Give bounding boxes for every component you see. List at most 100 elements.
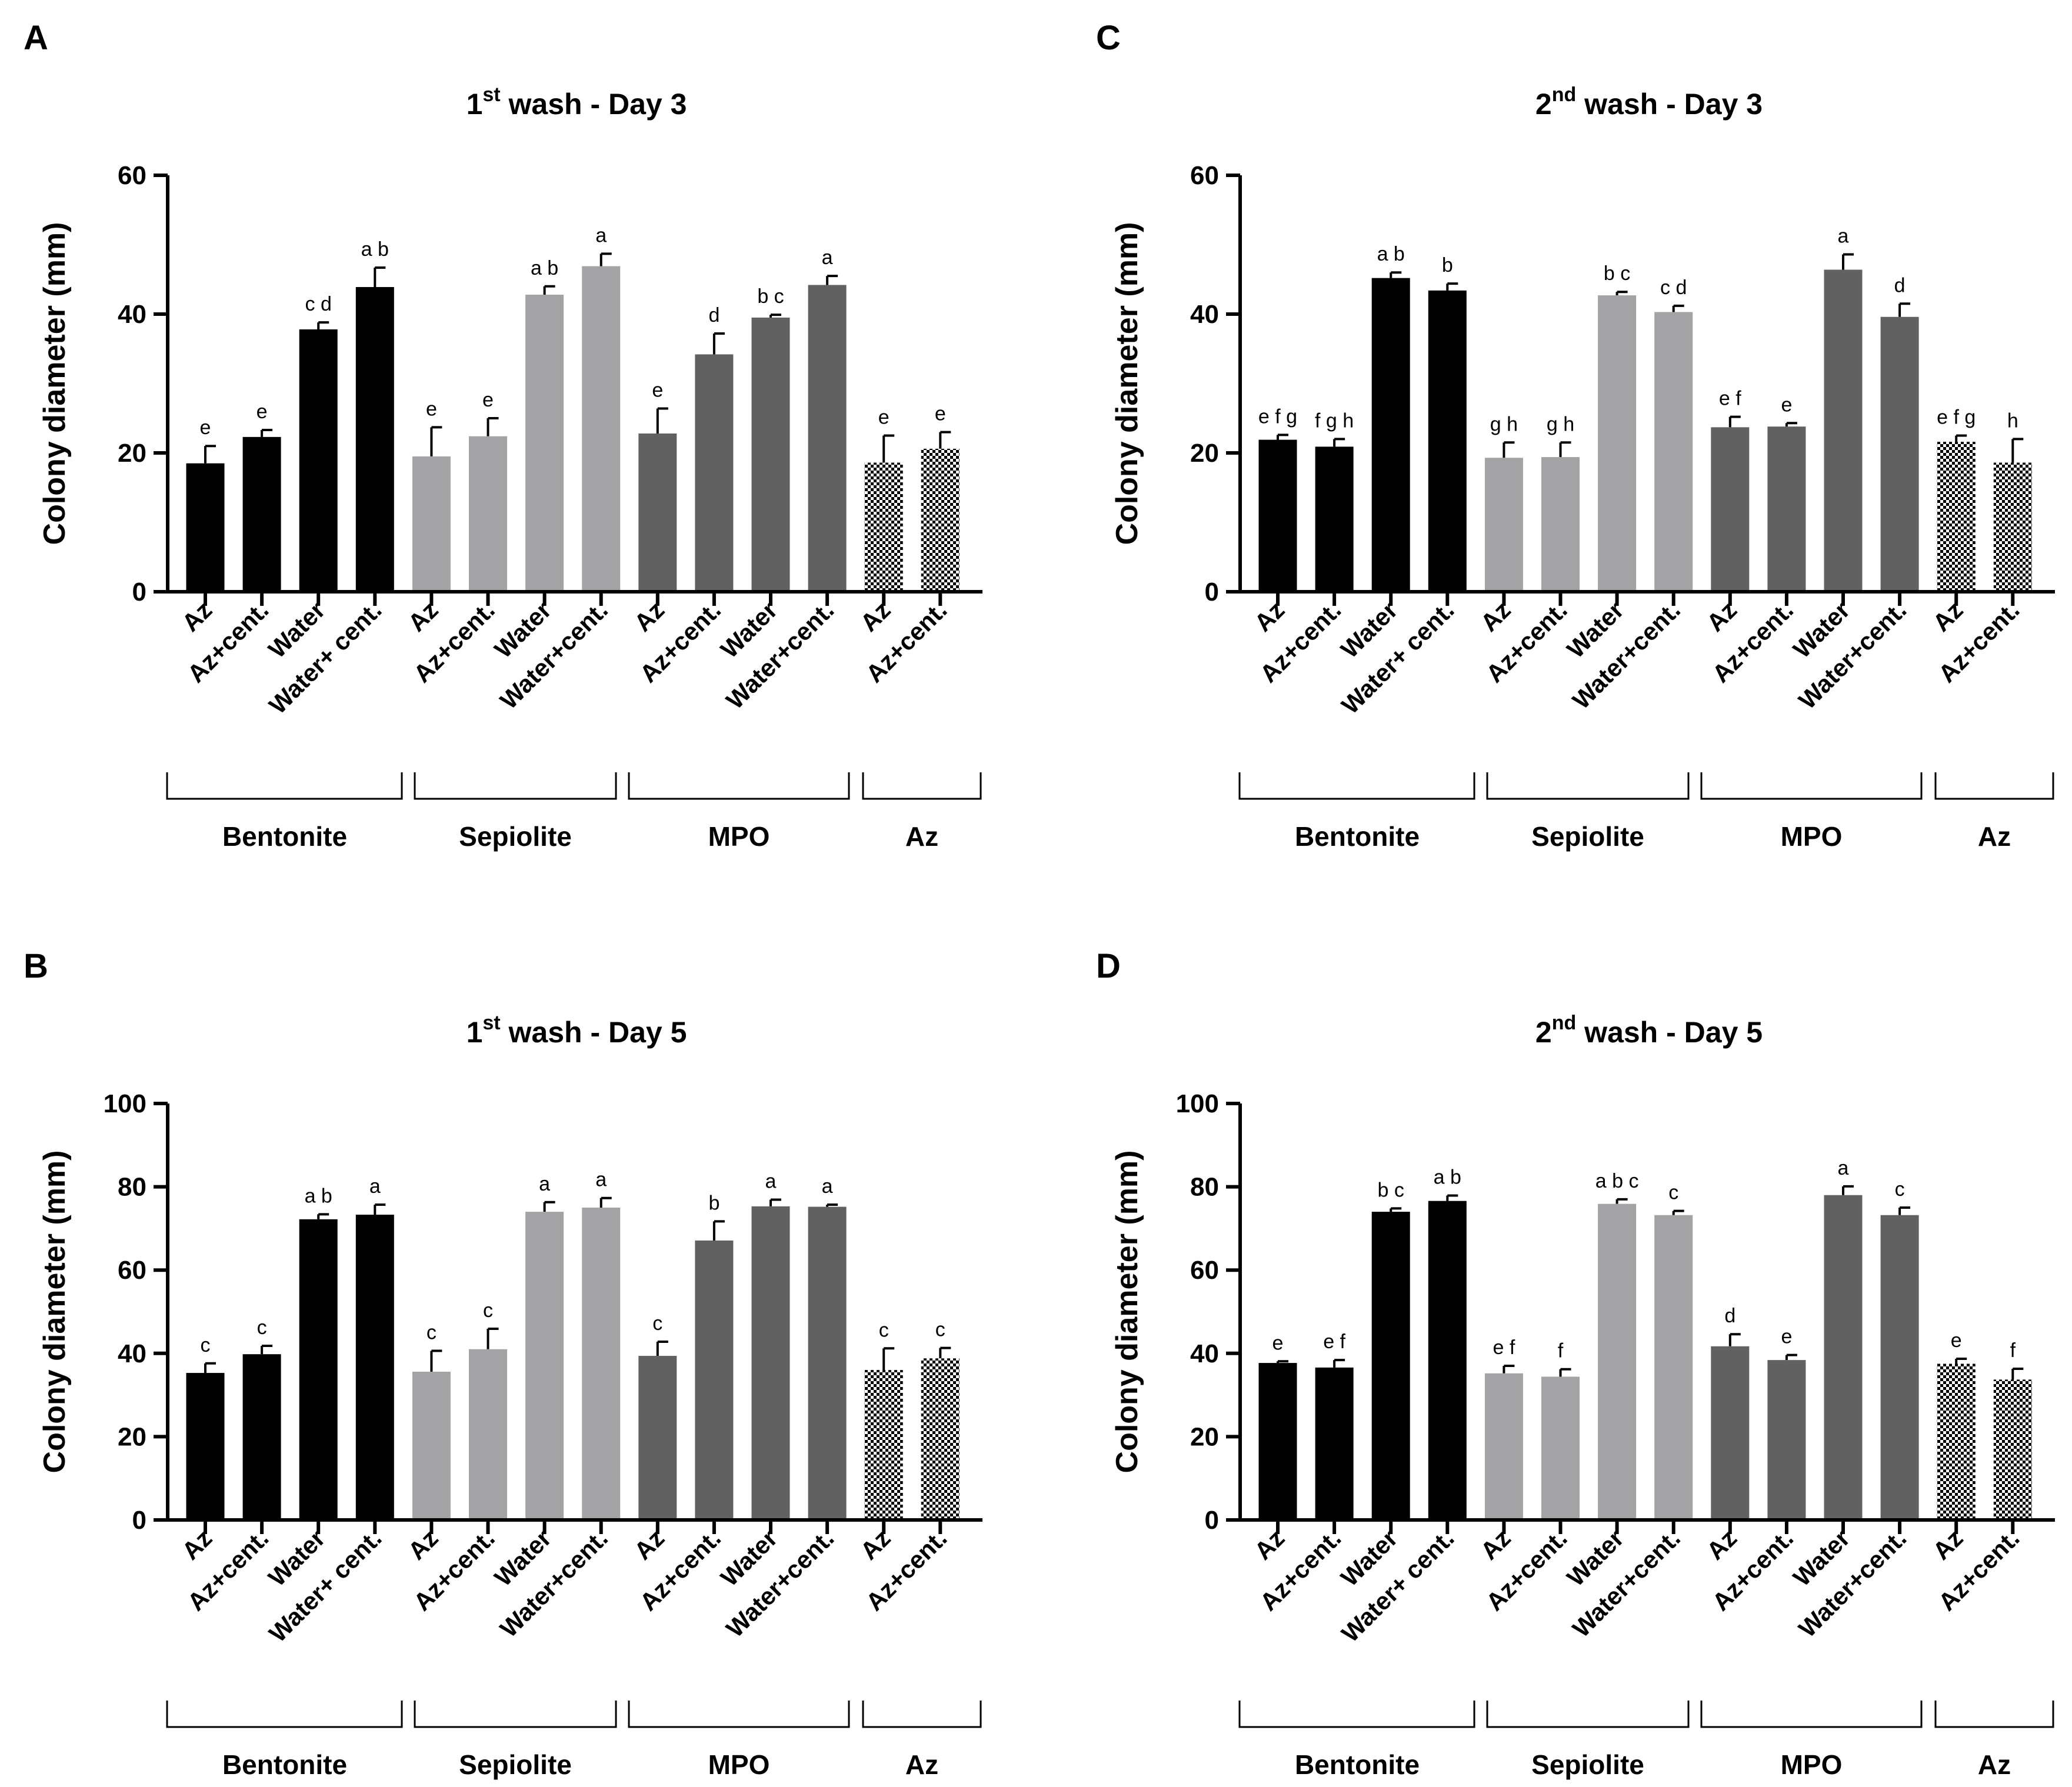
group-label: Az <box>1978 821 2011 852</box>
significance-label: c <box>652 1312 662 1335</box>
significance-label: a <box>765 1171 777 1193</box>
significance-label: f <box>1558 1340 1564 1362</box>
bar <box>751 317 790 592</box>
significance-label: f g h <box>1315 409 1354 432</box>
significance-label: a b <box>1377 243 1405 265</box>
chart-title-rest: wash - Day 5 <box>501 1016 687 1049</box>
bar <box>1258 1363 1297 1520</box>
significance-label: e <box>200 416 211 439</box>
bar <box>808 1206 847 1520</box>
bar <box>864 1370 903 1520</box>
group-label: MPO <box>1781 821 1843 852</box>
chart-panel-b: B 1st wash - Day 5 Colony diameter (mm) 0 20… <box>24 947 982 1780</box>
chart-title: 1st wash - Day 3 <box>467 84 687 121</box>
y-tick-label: 0 <box>132 1506 146 1535</box>
bar <box>808 285 847 592</box>
significance-label: c <box>201 1334 211 1356</box>
significance-label: b c <box>1604 262 1630 285</box>
group-bracket <box>414 772 617 800</box>
group-bracket <box>414 1701 617 1728</box>
group-bracket <box>1700 1701 1923 1728</box>
significance-label: e f <box>1719 388 1741 410</box>
significance-label: e <box>426 398 437 420</box>
x-tick-label: Az <box>176 596 218 637</box>
bar <box>1484 1373 1523 1520</box>
group-bracket <box>628 1701 850 1728</box>
bar <box>469 1349 507 1520</box>
bar <box>1880 1215 1919 1520</box>
bar <box>1371 278 1410 592</box>
bar <box>1258 439 1297 592</box>
chart-panel-d: D 2nd wash - Day 5 Colony diameter (mm) 0 20… <box>1096 947 2055 1780</box>
significance-label: h <box>2007 409 2018 432</box>
x-tick-label: Az <box>1927 1524 1968 1565</box>
significance-label: e <box>935 403 946 425</box>
group-bracket <box>1700 772 1923 800</box>
significance-label: a <box>595 1169 607 1191</box>
y-tick-label: 80 <box>1190 1173 1219 1202</box>
x-tick-label: Az <box>855 596 896 637</box>
significance-label: b <box>708 1192 719 1214</box>
significance-label: c <box>483 1299 493 1322</box>
bar <box>1484 458 1523 592</box>
bar <box>299 1219 338 1520</box>
x-tick-label: Az <box>1475 1524 1516 1565</box>
group-bracket <box>862 772 982 800</box>
significance-label: c <box>1668 1182 1678 1204</box>
bar <box>638 1356 677 1520</box>
bar <box>299 329 338 592</box>
chart-panel-a: A 1st wash - Day 3 Colony diameter (mm) 0 20… <box>24 19 982 852</box>
x-tick-label: Az <box>1475 596 1516 637</box>
group-bracket <box>166 772 403 800</box>
significance-label: e f g <box>1937 406 1976 429</box>
significance-label: a <box>1838 1157 1849 1179</box>
panel-letter: B <box>24 947 48 985</box>
bar <box>1993 462 2032 592</box>
bar <box>525 1212 564 1520</box>
x-tick-label: Az <box>1249 596 1290 637</box>
significance-label: e <box>1781 394 1792 416</box>
bar <box>864 462 903 592</box>
y-tick-label: 40 <box>1190 1339 1219 1368</box>
bar <box>355 286 394 592</box>
bar <box>695 354 734 592</box>
y-tick-label: 20 <box>118 439 146 468</box>
x-tick-label: Az <box>176 1524 218 1565</box>
bar <box>1711 1346 1750 1520</box>
x-tick-label: Az <box>1927 596 1968 637</box>
group-bracket <box>1486 1701 1690 1728</box>
chart-title-superscript: nd <box>1552 84 1577 106</box>
bar <box>638 433 677 592</box>
significance-label: d <box>1724 1305 1735 1327</box>
y-tick-label: 100 <box>104 1089 146 1118</box>
significance-label: a b <box>361 238 389 261</box>
group-label: Bentonite <box>1295 821 1420 852</box>
bar <box>921 448 960 592</box>
significance-label: g h <box>1547 413 1574 435</box>
x-tick-label: Az <box>402 596 444 637</box>
y-tick-label: 40 <box>118 1339 146 1368</box>
bar <box>469 436 507 592</box>
y-axis-label: Colony diameter (mm) <box>38 1151 72 1473</box>
bar <box>1315 446 1354 592</box>
bar <box>1880 316 1919 592</box>
chart-title-superscript: st <box>482 84 500 106</box>
chart-title-main: 2 <box>1535 1016 1552 1049</box>
bar <box>1541 457 1580 592</box>
chart-title-rest: wash - Day 5 <box>1576 1016 1763 1049</box>
bar <box>921 1358 960 1520</box>
bar <box>582 1208 621 1520</box>
significance-label: e f <box>1493 1336 1515 1359</box>
x-tick-label: Az <box>855 1524 896 1565</box>
bar <box>1993 1379 2032 1520</box>
bar <box>242 436 281 592</box>
y-tick-label: 20 <box>1190 439 1219 468</box>
group-label: Sepiolite <box>1531 1749 1644 1780</box>
y-axis-label: Colony diameter (mm) <box>1110 1151 1144 1473</box>
significance-label: a <box>822 246 833 269</box>
y-tick-label: 20 <box>118 1422 146 1451</box>
y-axis-label: Colony diameter (mm) <box>1110 222 1144 545</box>
group-bracket <box>628 772 850 800</box>
y-tick-label: 60 <box>118 1256 146 1285</box>
